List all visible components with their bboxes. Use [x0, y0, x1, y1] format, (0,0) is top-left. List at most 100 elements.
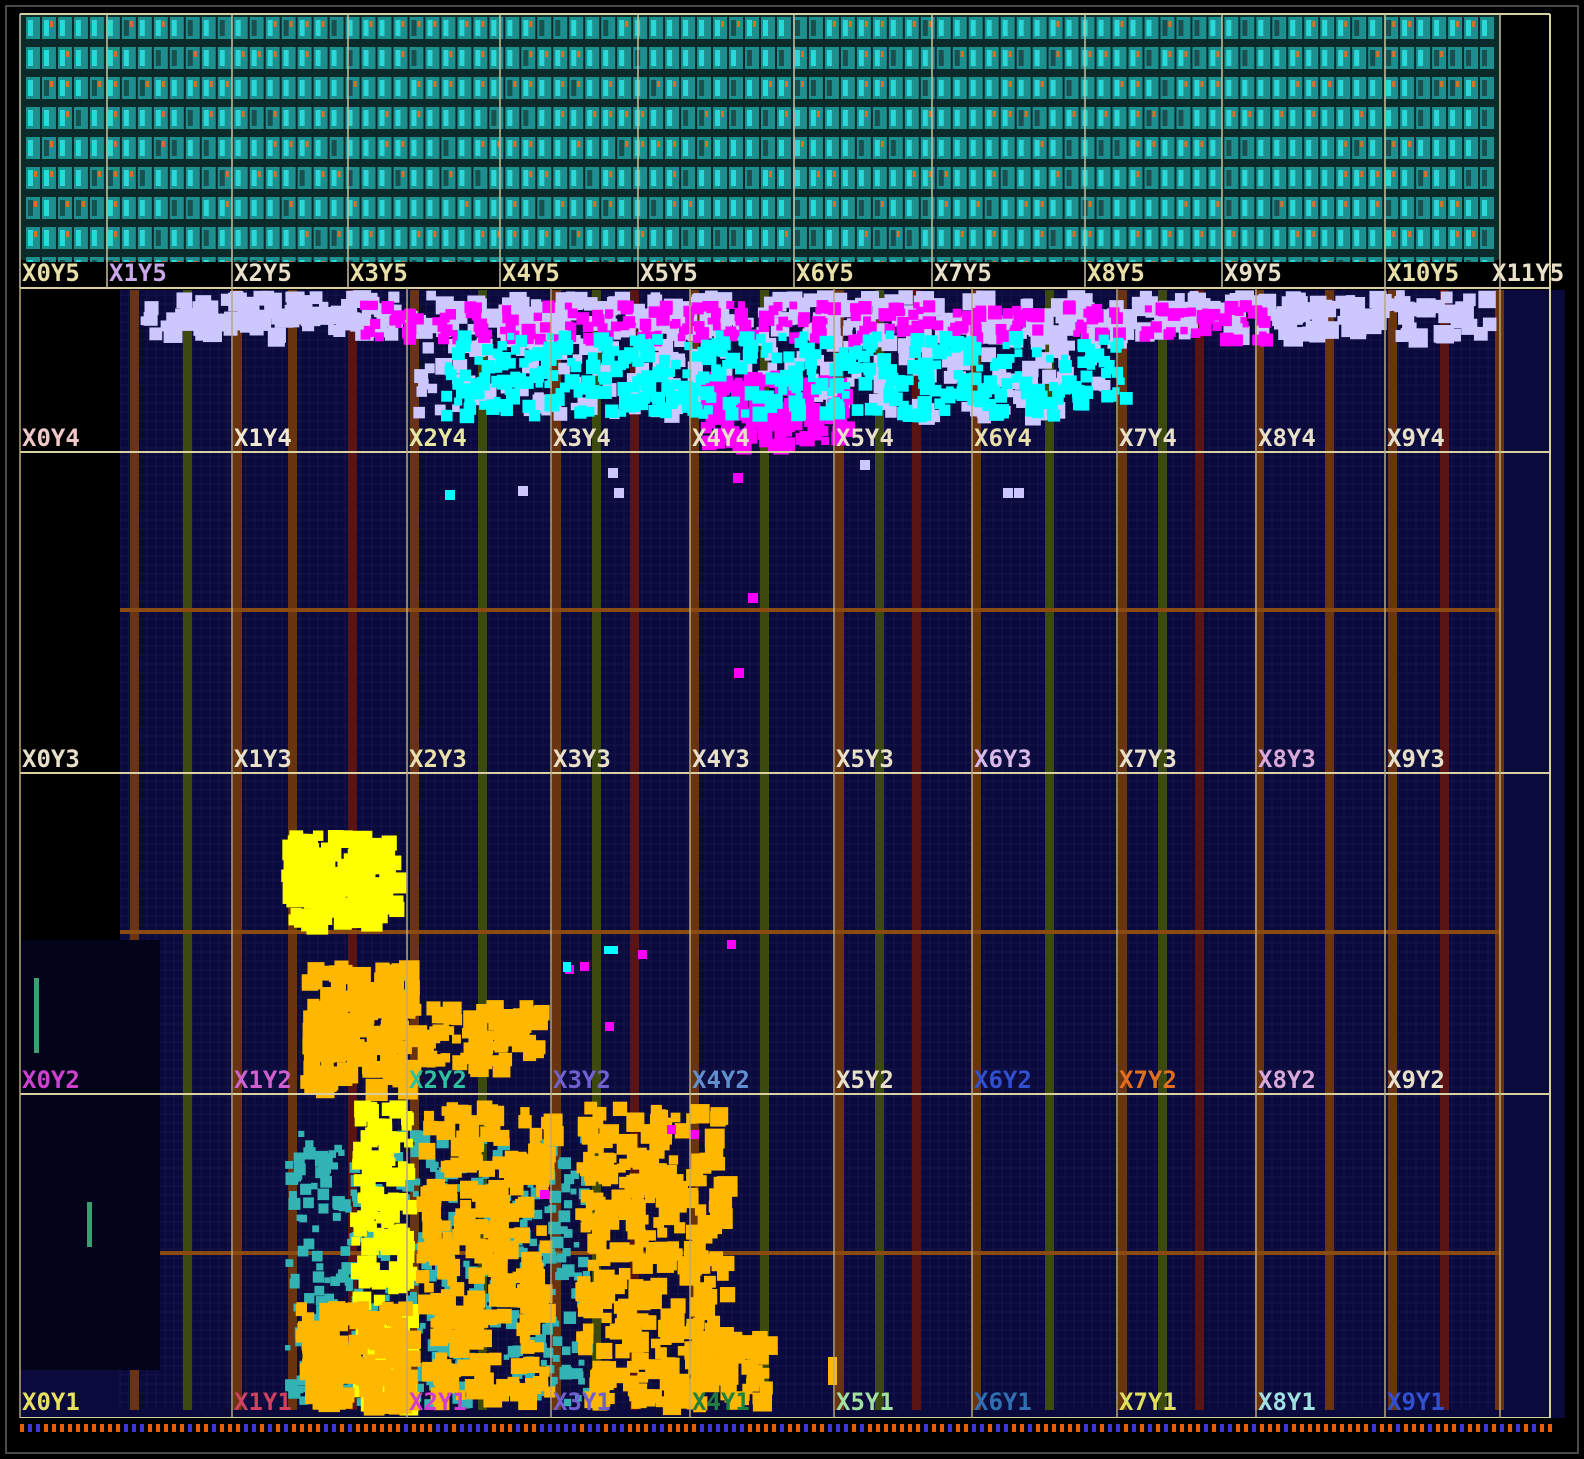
placed-cell [1073, 330, 1080, 337]
io-tile-mark [1312, 231, 1316, 237]
placed-cell [676, 357, 686, 368]
placed-cell [662, 379, 671, 387]
io-tile-cell [794, 230, 800, 246]
io-tile-mark [1008, 111, 1012, 117]
io-tile-cell [763, 170, 768, 186]
placed-cell [614, 488, 624, 498]
io-tile-mark [401, 21, 405, 27]
placed-cell [1377, 304, 1388, 314]
io-tile-cell [890, 230, 896, 246]
placed-cell [712, 316, 721, 325]
io-tile-cell [555, 110, 561, 126]
io-tile-cell [139, 110, 145, 126]
io-tile-cell [1322, 80, 1328, 96]
io-tile-cell [427, 50, 433, 66]
io-tile-cell [235, 200, 241, 216]
io-tile-cell [283, 140, 289, 156]
io-tile-mark [1232, 111, 1236, 117]
io-tile-cell [683, 170, 689, 186]
io-tile-cell [1258, 140, 1264, 156]
placed-cell [417, 1042, 434, 1060]
placed-cell [385, 1378, 403, 1396]
io-tile-cell [59, 140, 65, 156]
io-tile-cell [571, 230, 577, 246]
placed-cell [1169, 309, 1178, 318]
io-tile-cell [539, 20, 545, 36]
io-tile-cell [315, 170, 321, 186]
placed-cell [791, 383, 802, 394]
io-tile-cell [1050, 80, 1056, 96]
placed-cell [351, 1362, 370, 1381]
io-tile-cell [842, 140, 848, 156]
io-tile-cell [395, 230, 401, 246]
placed-cell [843, 382, 851, 390]
io-tile-cell [1114, 230, 1120, 246]
io-tile-cell [203, 140, 209, 156]
io-tile-mark [577, 141, 581, 147]
placed-cell [1061, 354, 1069, 362]
io-tile-cell [283, 20, 289, 36]
empty-left-block [20, 940, 160, 1370]
io-tile-cell [778, 140, 784, 156]
io-tile-cell [267, 170, 273, 186]
io-tile-mark [1280, 201, 1284, 207]
io-tile-cell [1002, 80, 1008, 96]
io-tile-mark [225, 81, 229, 87]
io-tile-mark [880, 81, 884, 87]
placed-cell [889, 392, 903, 407]
io-tile-cell [1146, 200, 1152, 216]
placed-cell [386, 1167, 406, 1187]
placed-cell [917, 407, 932, 421]
resource-column [630, 290, 639, 1410]
placed-cell [1400, 328, 1415, 342]
io-tile-cell [59, 20, 65, 36]
io-tile-mark [65, 231, 69, 237]
io-tile-cell [347, 50, 353, 66]
io-tile-cell [443, 110, 449, 126]
resource-column [690, 290, 699, 1410]
io-tile-cell [651, 200, 657, 216]
placed-cell [841, 358, 849, 366]
placed-cell [638, 334, 646, 342]
placed-cell [976, 364, 984, 372]
placed-cell [559, 382, 570, 393]
io-tile-cell [1338, 230, 1344, 246]
placed-cell [308, 1320, 330, 1342]
io-tile-mark [161, 81, 165, 87]
io-tile-cell [1050, 200, 1056, 216]
io-tile-cell [763, 140, 768, 156]
io-tile-cell [139, 50, 145, 66]
io-tile-mark [305, 231, 309, 237]
io-tile-cell [1130, 140, 1136, 156]
placed-cell [620, 302, 633, 315]
placed-cell [796, 398, 806, 407]
placed-cell [1404, 301, 1415, 312]
io-tile-cell [1034, 50, 1040, 66]
placed-cell [648, 306, 661, 318]
io-tile-cell [890, 80, 896, 96]
placed-cell [671, 318, 681, 328]
io-tile-cell [587, 80, 593, 96]
io-tile-cell [91, 170, 97, 186]
placed-cell [916, 306, 924, 315]
io-tile-cell [475, 200, 481, 216]
resource-column [1118, 290, 1127, 1410]
placed-cell [1080, 370, 1093, 383]
placed-cell [922, 316, 936, 330]
io-tile-cell [747, 200, 753, 216]
placed-cell [851, 404, 864, 416]
io-tile-cell [858, 200, 864, 216]
io-tile-mark [1184, 51, 1188, 57]
placed-cell [581, 375, 596, 390]
placed-cell [713, 343, 723, 353]
placed-cell [445, 309, 457, 320]
placed-cell [464, 301, 477, 314]
placed-cell [1240, 316, 1247, 324]
placed-cell [744, 386, 760, 401]
io-tile-cell [667, 140, 673, 156]
io-tile-cell [475, 80, 481, 96]
io-tile-cell [890, 170, 896, 186]
io-tile-mark [657, 81, 661, 87]
placed-cell [381, 1102, 396, 1116]
